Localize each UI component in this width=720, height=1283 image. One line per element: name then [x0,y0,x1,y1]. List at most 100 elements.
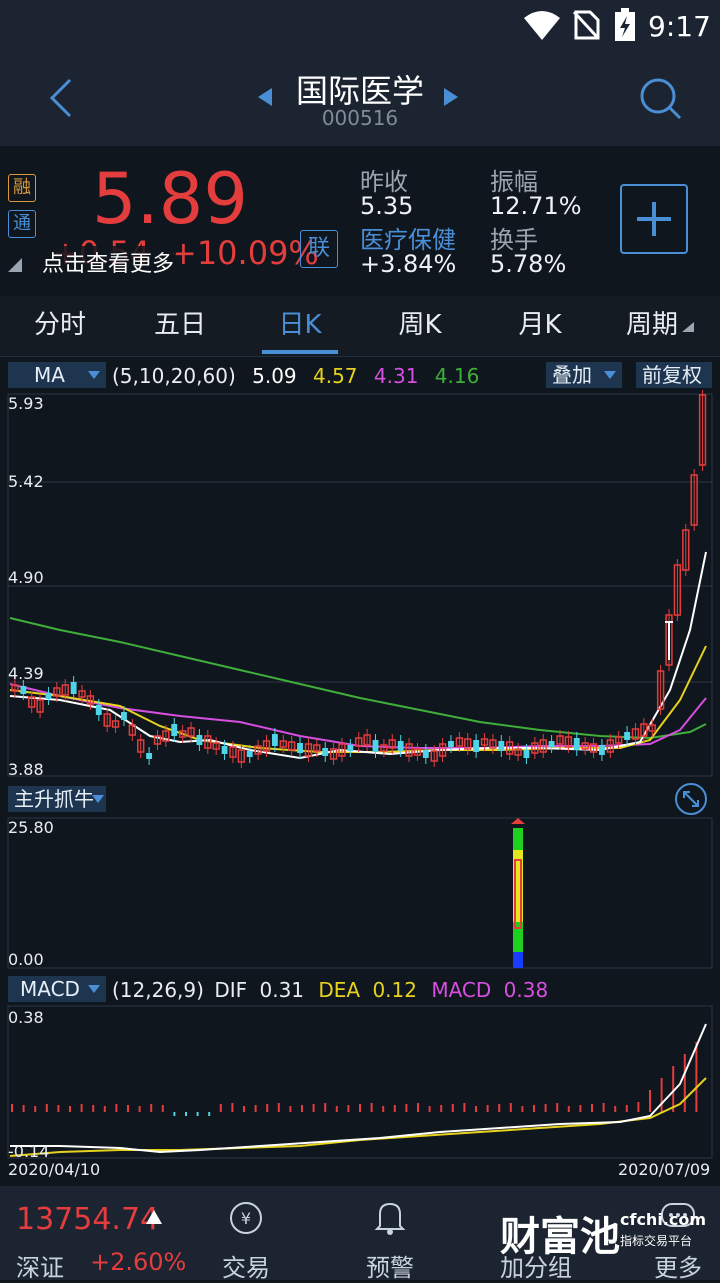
bottom-bar: 13754.74 深证 +2.60% ¥ 交易 预警 加分组 更多 财富池 cf… [0,1186,720,1282]
kline-chart[interactable] [0,390,720,780]
active-tab-indicator [262,350,338,354]
sub-indicator-chart[interactable] [0,816,720,970]
candle-body [405,743,413,757]
candle-body [589,743,598,753]
ma20-value: 4.31 [373,364,419,388]
candle-body [656,670,665,710]
ma-params: (5,10,20,60) 5.09 4.57 4.31 4.16 [112,364,479,388]
candle-body [581,742,589,750]
amplitude-label: 振幅 [490,168,538,196]
adjust-button[interactable]: 前复权 [636,362,712,388]
dea-line [9,1077,707,1157]
candle-body [11,684,19,692]
candle-body [372,740,379,752]
prev-stock-icon[interactable] [258,88,272,106]
tab-fenshi[interactable]: 分时 [33,310,86,340]
candle-body [262,740,271,752]
stock-name: 国际医学 [295,72,424,110]
overlay-button[interactable]: 叠加 [546,362,622,388]
svg-text:¥: ¥ [241,1209,251,1228]
candle-body [665,614,673,666]
index-change: +2.60% [90,1248,187,1276]
back-icon[interactable] [46,78,74,118]
stock-code: 000516 [321,106,399,130]
connect-tag: 通 [8,210,36,238]
nav-alert-label: 预警 [366,1254,414,1282]
ma-selector[interactable]: MA [8,362,106,388]
next-stock-icon[interactable] [444,88,458,106]
macd-label: MACD [20,977,80,1001]
current-price: 5.89 [92,158,248,240]
candle-body [690,474,698,526]
candle-body [121,712,127,720]
candle-body [95,705,102,715]
candle-body [673,564,682,616]
tab-zhouqi[interactable]: 周期 [625,310,678,340]
expand-icon[interactable] [674,782,708,816]
candle-body [196,735,203,745]
hint-overlay[interactable]: 点击查看更多 [40,246,177,278]
tab-wuri[interactable]: 五日 [153,310,206,340]
candle-body [103,713,111,727]
dea-label: DEA [318,978,361,1002]
candle-body [271,734,278,746]
candle-body [397,741,404,751]
candle-body [556,735,564,745]
prev-close-value: 5.35 [360,192,414,220]
sub-indicator-selector[interactable]: 主升抓牛 [8,786,106,812]
ma60-value: 4.16 [434,364,480,388]
quote-panel[interactable]: 融 通 5.89 +0.54 +10.09% 点击查看更多 联 昨收 5.35 … [0,146,720,296]
dif-value: 0.31 [259,978,305,1002]
tab-yuek[interactable]: 月K [518,310,562,340]
wifi-icon [524,11,560,40]
watermark-sub: 指标交易平台 [620,1234,693,1248]
corner-triangle-icon [8,258,22,272]
candle-body [178,730,187,738]
candle-body [573,738,580,750]
nav-more[interactable]: 更多 [628,1186,720,1282]
date-end: 2020/07/09 [618,1160,711,1179]
candle-body [489,739,497,749]
nav-add-group[interactable]: 加分组 [486,1186,586,1282]
candle-body [86,695,95,705]
candle-body [229,746,237,758]
nav-alert[interactable]: 预警 [340,1186,440,1282]
search-icon[interactable] [638,76,682,120]
price-change-pct: +10.09% [170,234,319,272]
sector-link[interactable]: 医疗保健 [360,226,456,254]
nav-trade[interactable]: ¥ 交易 [196,1186,296,1282]
candle-body [464,738,472,750]
candle-body [514,748,522,756]
signal-candle [514,859,522,929]
dif-label: DIF [214,978,248,1002]
ma5-line [9,551,707,760]
candle-body [329,748,338,760]
add-watchlist-button[interactable] [620,184,688,254]
candle-body [254,745,262,755]
ma5-value: 5.09 [252,364,297,388]
tab-zhouk[interactable]: 周K [398,310,442,340]
candle-body [146,753,153,759]
lian-button[interactable]: 联 [300,230,338,268]
dropdown-icon [92,795,104,803]
candle-body [498,741,505,751]
dropdown-icon [604,371,616,379]
candle-body [204,735,212,749]
tab-rik[interactable]: 日K [278,310,322,340]
kline-axis-label: 5.42 [8,472,44,491]
index-value[interactable]: 13754.74 [16,1202,160,1237]
trade-icon: ¥ [230,1202,262,1234]
candle-body [606,739,614,753]
top-header: 9:17 国际医学 000516 [0,0,720,146]
more-icon [661,1203,695,1227]
kline-axis-label: 4.39 [8,664,44,683]
battery-charging-icon [615,8,635,41]
bell-icon [374,1202,406,1235]
watermark-site: cfchi.com [620,1210,707,1229]
candle-body [624,732,631,740]
signal-bar-blue [513,952,523,968]
macd-selector[interactable]: MACD [8,976,106,1002]
nav-trade-label: 交易 [222,1254,270,1282]
nav-more-label: 更多 [654,1254,702,1282]
macd-chart[interactable] [0,1004,720,1160]
